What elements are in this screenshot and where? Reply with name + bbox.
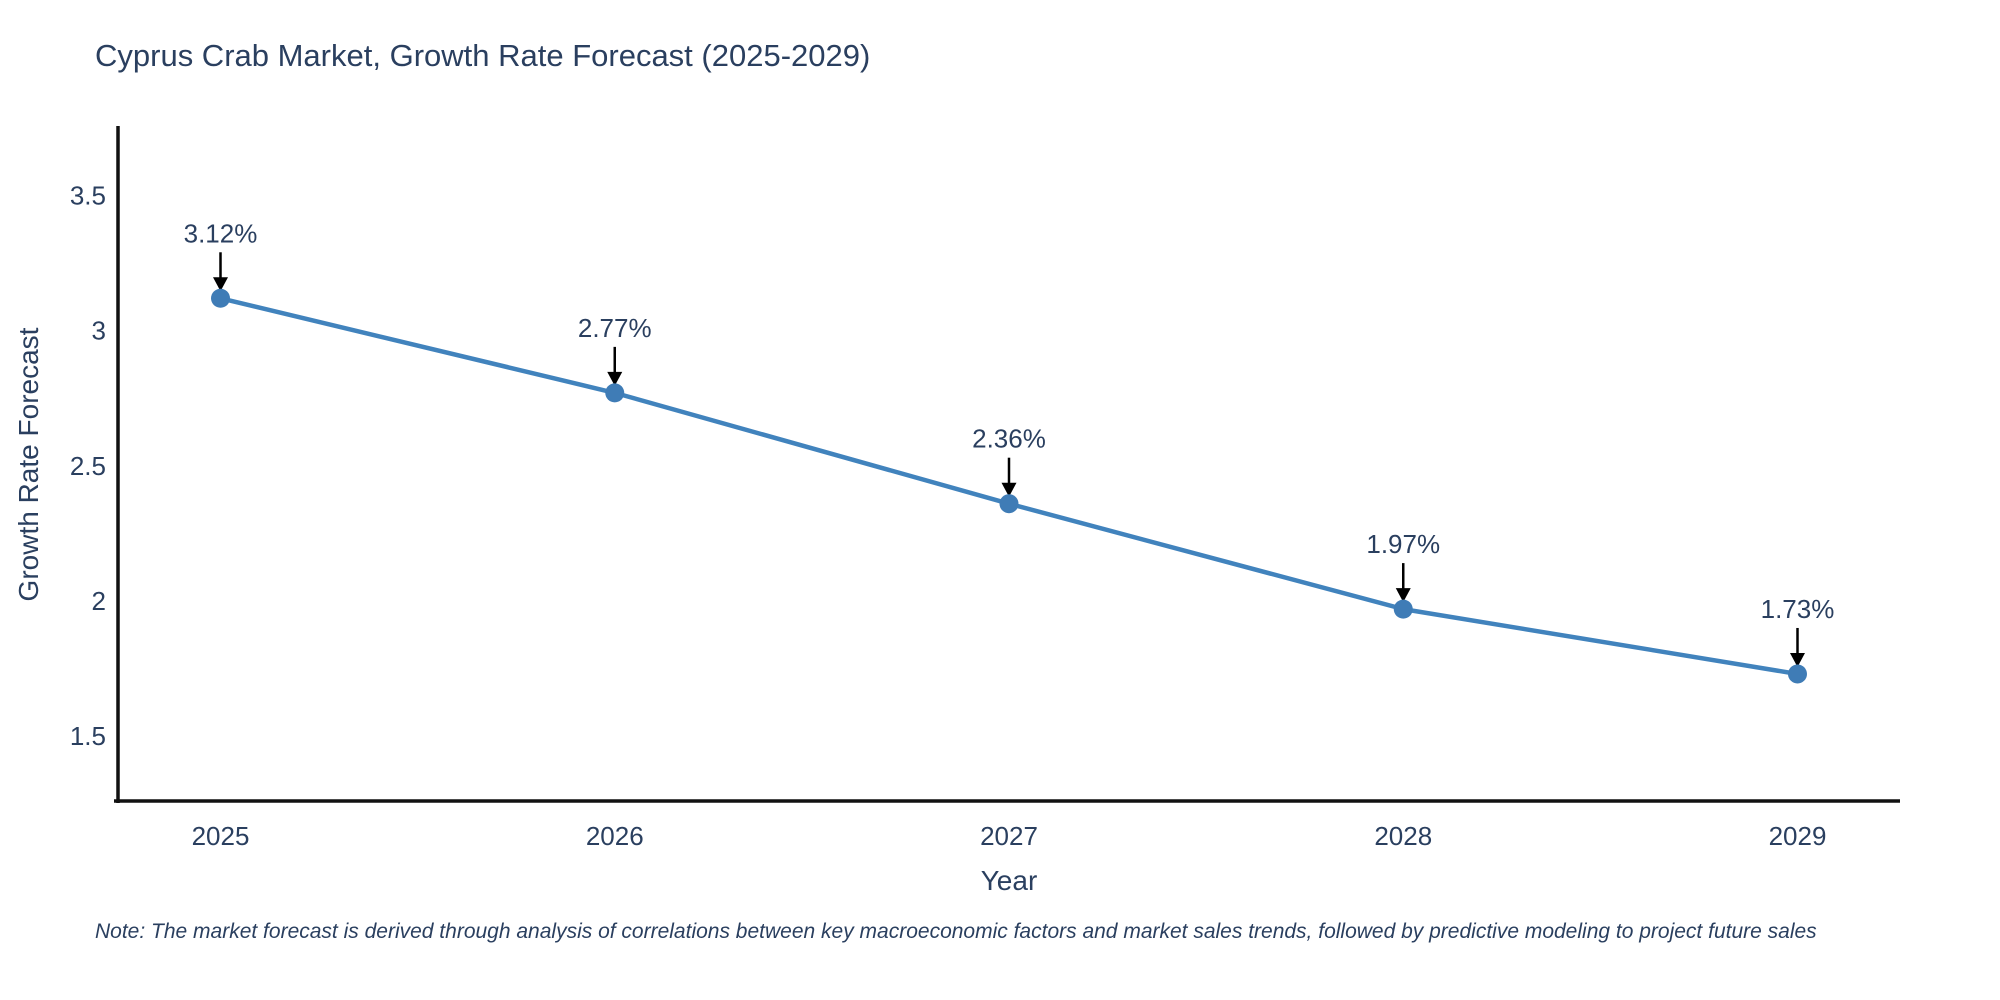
annotation-arrowhead	[607, 371, 623, 386]
data-point-marker[interactable]	[211, 288, 231, 308]
annotation-label: 2.36%	[972, 424, 1046, 454]
data-point-marker[interactable]	[1393, 599, 1413, 619]
x-tick-label: 2027	[980, 821, 1038, 851]
y-tick-label: 3.5	[70, 181, 106, 211]
annotation-arrowhead	[1789, 652, 1805, 667]
x-tick-label: 2028	[1374, 821, 1432, 851]
annotation-arrowhead	[213, 277, 229, 292]
annotation-label: 3.12%	[184, 218, 258, 248]
x-tick-label: 2026	[586, 821, 644, 851]
x-tick-label: 2025	[192, 821, 250, 851]
annotation-label: 1.97%	[1366, 529, 1440, 559]
annotation-label: 1.73%	[1761, 594, 1835, 624]
data-point-marker[interactable]	[605, 383, 625, 403]
y-axis-title: Growth Rate Forecast	[13, 327, 44, 601]
data-point-marker[interactable]	[999, 494, 1019, 514]
y-tick-label: 3	[92, 316, 106, 346]
annotation-arrowhead	[1001, 482, 1017, 497]
footnote-text: Note: The market forecast is derived thr…	[95, 920, 1817, 943]
y-tick-label: 2	[92, 586, 106, 616]
y-tick-label: 1.5	[70, 721, 106, 751]
annotation-label: 2.77%	[578, 313, 652, 343]
x-tick-label: 2029	[1769, 821, 1827, 851]
data-point-marker[interactable]	[1787, 664, 1807, 684]
annotation-arrowhead	[1395, 588, 1411, 603]
chart-title: Cyprus Crab Market, Growth Rate Forecast…	[95, 38, 871, 73]
y-tick-label: 2.5	[70, 451, 106, 481]
x-axis-title: Year	[981, 865, 1038, 896]
